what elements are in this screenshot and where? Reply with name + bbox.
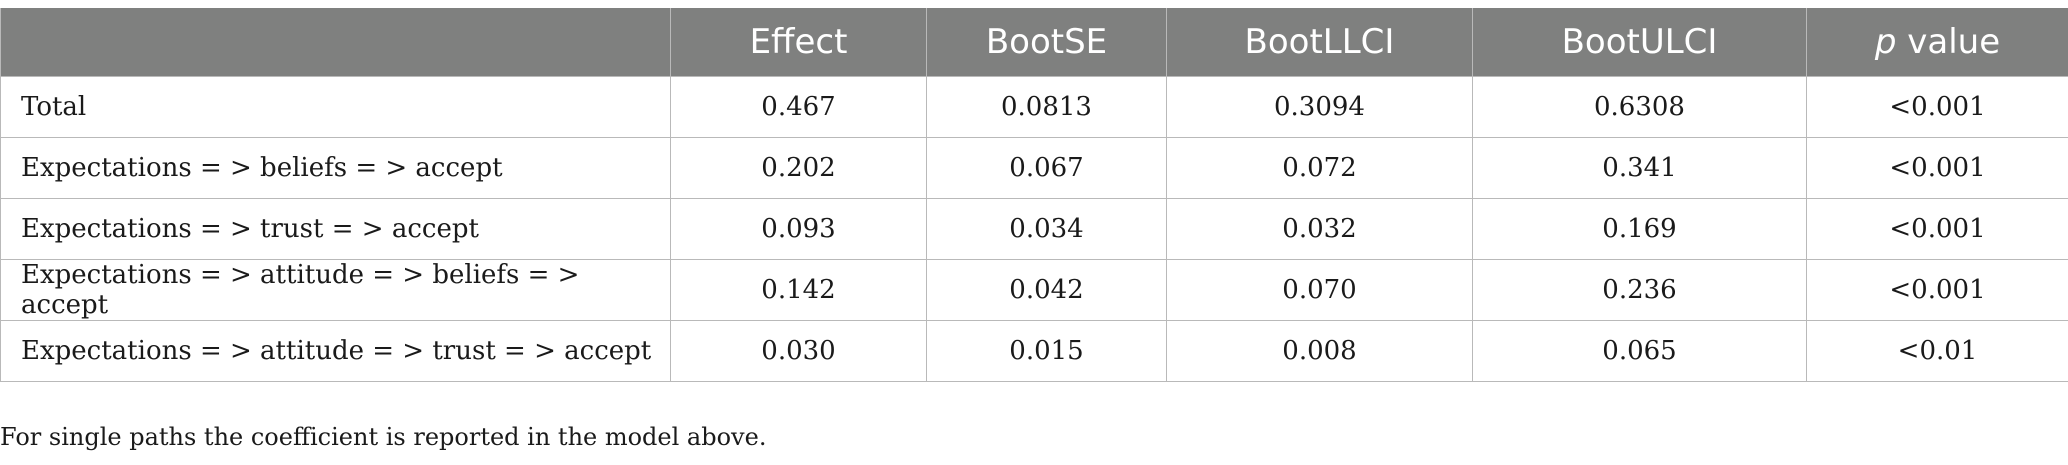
cell-p-value: <0.001	[1806, 76, 2068, 138]
cell-bootllci: 0.3094	[1166, 76, 1473, 138]
row-path: Expectations = > attitude = > beliefs = …	[0, 259, 671, 321]
table-row: Expectations = > trust = > accept 0.093 …	[0, 198, 2068, 260]
header-bootse: BootSE	[926, 8, 1167, 77]
table-row: Expectations = > beliefs = > accept 0.20…	[0, 137, 2068, 199]
cell-bootllci: 0.072	[1166, 137, 1473, 199]
row-path: Expectations = > trust = > accept	[0, 198, 671, 260]
header-bootllci: BootLLCI	[1166, 8, 1473, 77]
row-path: Total	[0, 76, 671, 138]
header-effect: Effect	[670, 8, 927, 77]
table-row: Expectations = > attitude = > trust = > …	[0, 320, 2068, 382]
cell-bootllci: 0.070	[1166, 259, 1473, 321]
cell-bootulci: 0.341	[1472, 137, 1807, 199]
cell-effect: 0.030	[670, 320, 927, 382]
header-row: Effect BootSE BootLLCI BootULCI p value	[0, 8, 2068, 77]
header-bootulci: BootULCI	[1472, 8, 1807, 77]
cell-bootse: 0.034	[926, 198, 1167, 260]
cell-p-value: <0.001	[1806, 198, 2068, 260]
mediation-results-table: Effect BootSE BootLLCI BootULCI p value …	[0, 8, 2068, 382]
cell-p-value: <0.01	[1806, 320, 2068, 382]
header-p-rest: value	[1896, 22, 2001, 62]
header-p-italic: p	[1874, 22, 1897, 62]
cell-effect: 0.093	[670, 198, 927, 260]
cell-bootse: 0.0813	[926, 76, 1167, 138]
row-path: Expectations = > attitude = > trust = > …	[0, 320, 671, 382]
cell-effect: 0.202	[670, 137, 927, 199]
cell-bootulci: 0.169	[1472, 198, 1807, 260]
results-table-container: Effect BootSE BootLLCI BootULCI p value …	[0, 8, 2068, 382]
table-row: Total 0.467 0.0813 0.3094 0.6308 <0.001	[0, 76, 2068, 138]
header-path	[0, 8, 671, 77]
cell-bootse: 0.015	[926, 320, 1167, 382]
cell-bootllci: 0.008	[1166, 320, 1473, 382]
cell-effect: 0.467	[670, 76, 927, 138]
cell-bootse: 0.067	[926, 137, 1167, 199]
table-row: Expectations = > attitude = > beliefs = …	[0, 259, 2068, 321]
header-p-value: p value	[1806, 8, 2068, 77]
cell-bootulci: 0.065	[1472, 320, 1807, 382]
table-footnote: For single paths the coefficient is repo…	[0, 423, 767, 451]
cell-bootulci: 0.6308	[1472, 76, 1807, 138]
cell-p-value: <0.001	[1806, 137, 2068, 199]
cell-effect: 0.142	[670, 259, 927, 321]
cell-bootulci: 0.236	[1472, 259, 1807, 321]
cell-bootllci: 0.032	[1166, 198, 1473, 260]
cell-p-value: <0.001	[1806, 259, 2068, 321]
row-path: Expectations = > beliefs = > accept	[0, 137, 671, 199]
cell-bootse: 0.042	[926, 259, 1167, 321]
